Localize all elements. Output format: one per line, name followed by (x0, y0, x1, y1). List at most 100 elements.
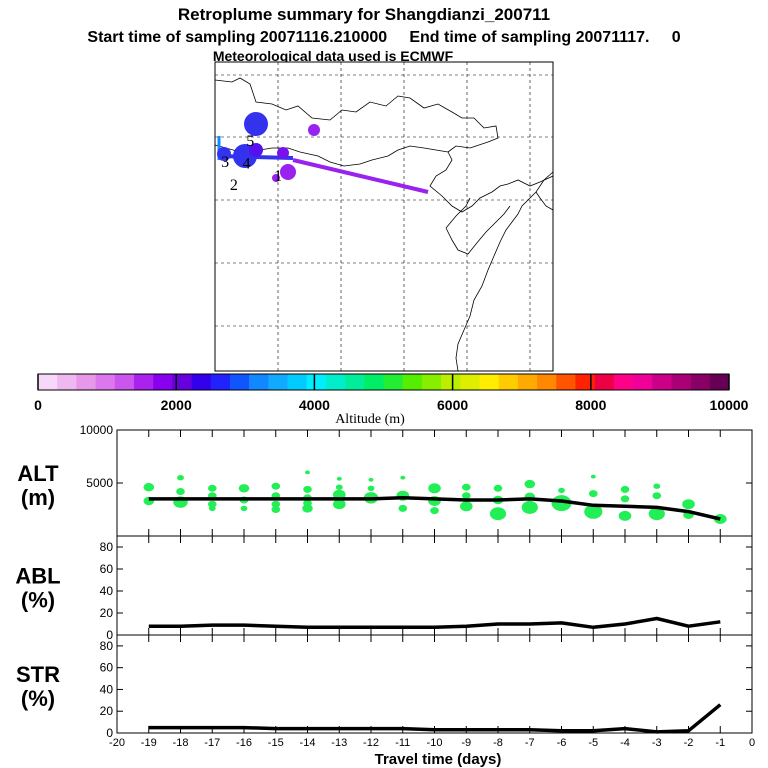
colorbar-swatch (460, 374, 480, 390)
str-panel-ylabel-bottom: (%) (21, 686, 55, 711)
colorbar-swatch (172, 374, 192, 390)
y-tick-label: 20 (100, 606, 114, 620)
colorbar-swatch (441, 374, 461, 390)
colorbar-swatch (191, 374, 212, 390)
map-gridlines (215, 62, 553, 371)
y-tick-label: 0 (106, 726, 113, 740)
colorbar-swatch (153, 374, 173, 390)
altitude-colorbar: 0 2000 4000 6000 8000 10000 (34, 373, 749, 413)
colorbar-swatch (210, 374, 231, 390)
figure-title: Retroplume summary for Shangdianzi_20071… (178, 5, 550, 24)
map-frame (214, 61, 554, 372)
alt-scatter-point (333, 499, 346, 510)
coastline (511, 171, 554, 223)
plume-marker (272, 174, 280, 182)
alt-scatter-point (398, 504, 408, 512)
alt-scatter-point (653, 483, 661, 489)
y-tick-label: 0 (106, 628, 113, 642)
x-tick-label: -11 (395, 737, 410, 749)
colorbar-tick-label: 8000 (575, 397, 606, 413)
alt-panel: 10000 5000 ALT(m) (17, 423, 753, 537)
alt-scatter-point (368, 477, 374, 482)
track-label: 3 (221, 154, 229, 171)
track-label: 4 (243, 156, 251, 173)
colorbar-swatch (690, 374, 711, 390)
colorbar-swatch (652, 374, 672, 390)
colorbar-swatch (268, 374, 288, 390)
abl-panel-ylabel-bottom: (%) (21, 588, 55, 613)
country-border (214, 77, 499, 153)
colorbar-swatch (38, 374, 58, 390)
y-tick-label: 10000 (80, 423, 114, 437)
colorbar-tick-label: 6000 (437, 397, 468, 413)
plume-marker (277, 147, 289, 159)
x-tick-label: -14 (300, 737, 316, 749)
alt-scatter-point (460, 501, 473, 512)
track-label: 5 (246, 133, 254, 150)
str-panel-frame (116, 634, 753, 734)
alt-panel-ylabel-top: ALT (17, 461, 59, 486)
x-tick-label: -3 (652, 737, 662, 749)
x-tick-label: -8 (493, 737, 503, 749)
coastline (445, 197, 471, 229)
abl-panel-ylabel-top: ABL (15, 564, 60, 589)
plume-marker (280, 164, 296, 180)
alt-scatter-point (584, 504, 603, 519)
colorbar-swatch (383, 374, 403, 390)
alt-scatter-point (400, 475, 406, 480)
y-tick-label: 60 (100, 661, 114, 675)
alt-scatter-point (208, 505, 216, 512)
x-tick-label: -6 (557, 737, 567, 749)
colorbar-swatch (594, 374, 615, 390)
alt-scatter-point (302, 504, 313, 513)
coastline (535, 191, 554, 211)
colorbar-swatch (133, 374, 154, 390)
colorbar-swatch (709, 374, 730, 390)
x-tick-label: -1 (715, 737, 725, 749)
colorbar-swatch (95, 374, 116, 390)
x-tick-label: -17 (204, 737, 220, 749)
x-tick-label: -12 (363, 737, 379, 749)
alt-scatter-point (240, 505, 248, 512)
retroplume-map: 1 23 4 5 (214, 61, 554, 372)
alt-scatter-point (208, 484, 217, 492)
alt-scatter-point (176, 488, 185, 495)
alt-scatter-point (521, 500, 538, 514)
alt-scatter-point (367, 485, 375, 491)
y-tick-label: 80 (100, 540, 114, 554)
alt-scatter-point (462, 492, 471, 500)
x-tick-label: -16 (236, 737, 252, 749)
x-axis: -20 -19 -18 -17 -16 -15 -14 -13 -12 -11 -10 -9 -8 -7-… (109, 737, 755, 768)
x-tick-label: 0 (749, 737, 755, 749)
alt-scatter-point (590, 474, 596, 479)
sampling-time-line: Start time of sampling 20071116.210000 E… (87, 29, 680, 46)
alt-scatter-point (462, 483, 471, 491)
coastline (455, 221, 513, 372)
plume-track: 1 23 4 5 (217, 112, 429, 194)
alt-scatter-point (589, 490, 598, 498)
colorbar-tick-label: 2000 (161, 397, 192, 413)
track-label: 1 (274, 168, 282, 185)
colorbar-swatch (402, 374, 423, 390)
alt-scatter-point (177, 475, 184, 481)
alt-scatter-point (618, 510, 632, 521)
colorbar-swatch (287, 374, 308, 390)
alt-scatter-point (558, 487, 565, 494)
track-label: 2 (230, 177, 238, 194)
alt-scatter-point (430, 507, 439, 515)
x-tick-label: -13 (331, 737, 347, 749)
colorbar-swatch (306, 374, 327, 390)
colorbar-swatch (364, 374, 384, 390)
y-tick-label: 80 (100, 639, 114, 653)
alt-scatter-point (648, 507, 665, 521)
x-tick-label: -7 (525, 737, 535, 749)
str-panel-ylabel-top: STR (16, 662, 60, 687)
alt-scatter-point (428, 483, 441, 494)
x-tick-label: -10 (427, 737, 443, 749)
alt-scatter-point (335, 484, 343, 490)
alt-scatter-point (336, 476, 342, 481)
colorbar-tick-label: 10000 (710, 397, 749, 413)
x-tick-label: -20 (109, 737, 125, 749)
